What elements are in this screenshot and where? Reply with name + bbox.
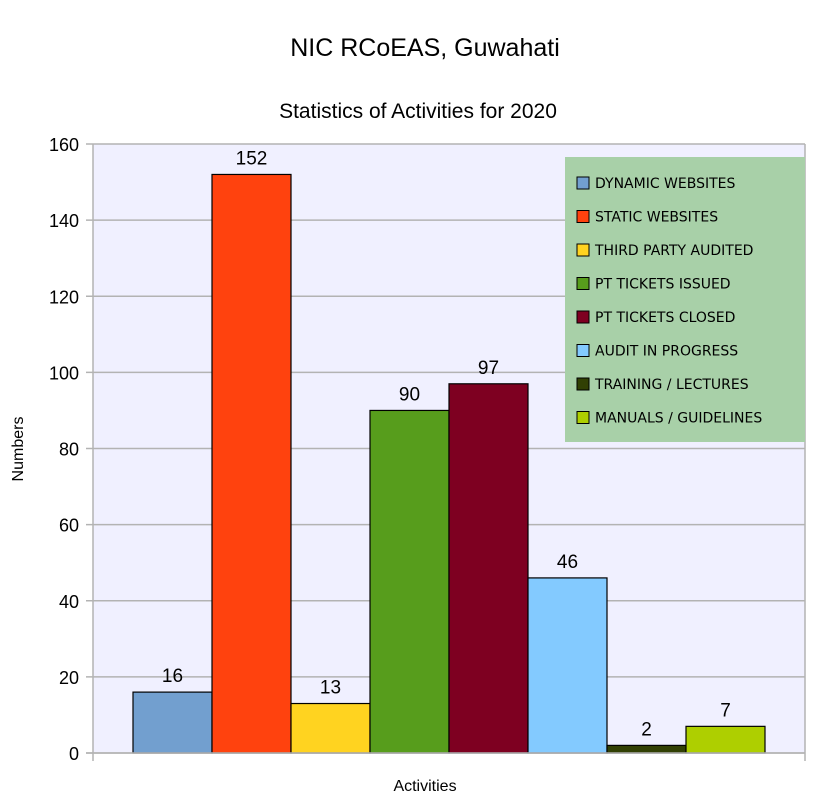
legend-entry: DYNAMIC WEBSITES <box>595 176 736 192</box>
legend-entry: TRAINING / LECTURES <box>594 377 749 393</box>
bar <box>132 691 213 754</box>
legend-swatch <box>576 176 590 190</box>
legend-entry: STATIC WEBSITES <box>595 210 718 226</box>
legend-entry: THIRD PARTY AUDITED <box>594 243 753 259</box>
legend-entry: PT TICKETS ISSUED <box>595 277 731 293</box>
legend-swatch <box>576 310 590 324</box>
legend-entry: PT TICKETS CLOSED <box>595 310 735 326</box>
y-tick-label: 120 <box>49 287 79 307</box>
y-tick-label: 40 <box>59 592 79 612</box>
bar <box>211 173 292 754</box>
data-label: 7 <box>720 700 731 721</box>
y-tick-label: 140 <box>49 211 79 231</box>
y-tick-labels: 0 20 40 60 80 100 120 140 160 <box>49 135 79 764</box>
legend-swatch <box>576 277 590 290</box>
data-label: 16 <box>162 666 183 687</box>
y-tick-label: 160 <box>49 135 79 155</box>
bar <box>290 702 371 754</box>
data-label: 46 <box>557 552 578 573</box>
y-tick-label: 60 <box>59 516 79 536</box>
x-axis-label: Activities <box>393 778 456 795</box>
legend: DYNAMIC WEBSITES STATIC WEBSITES THIRD PAR… <box>565 157 805 442</box>
y-tick-label: 80 <box>59 440 79 460</box>
chart-subtitle: Statistics of Activities for 2020 <box>279 100 557 123</box>
legend-entry: AUDIT IN PROGRESS <box>595 344 738 360</box>
y-tick-label: 100 <box>49 363 79 383</box>
legend-swatch <box>576 210 590 223</box>
data-label: 13 <box>320 678 341 699</box>
data-label: 90 <box>399 384 420 405</box>
bar <box>448 383 529 754</box>
bar <box>685 725 766 754</box>
bars <box>132 173 766 754</box>
data-label: 152 <box>236 148 268 169</box>
y-tick-label: 0 <box>69 744 79 764</box>
bar <box>527 577 608 754</box>
data-labels: 16 152 13 90 97 46 2 7 <box>162 148 731 740</box>
legend-swatch <box>576 411 590 424</box>
y-axis-label: Numbers <box>10 417 27 482</box>
bar <box>606 744 687 754</box>
data-label: 2 <box>641 719 652 740</box>
chart-title: NIC RCoEAS, Guwahati <box>290 34 560 62</box>
y-tick-label: 20 <box>59 668 79 688</box>
data-label: 97 <box>478 358 499 379</box>
legend-swatch <box>576 344 590 357</box>
legend-swatch <box>576 377 590 391</box>
legend-entry: MANUALS / GUIDELINES <box>595 411 762 427</box>
bar <box>369 409 450 754</box>
legend-swatch <box>576 243 590 257</box>
legend-box <box>565 157 805 442</box>
